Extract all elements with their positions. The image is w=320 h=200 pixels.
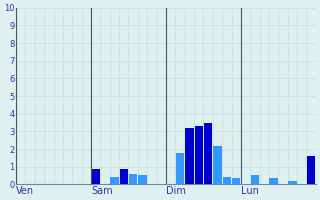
Bar — [110, 177, 119, 184]
Bar — [251, 175, 259, 184]
Bar — [185, 128, 194, 184]
Bar — [129, 174, 137, 184]
Bar — [307, 156, 316, 184]
Bar — [176, 153, 184, 184]
Bar — [138, 175, 147, 184]
Bar — [120, 169, 128, 184]
Bar — [288, 181, 297, 184]
Bar — [204, 123, 212, 184]
Bar — [213, 146, 222, 184]
Bar — [232, 178, 240, 184]
Bar — [223, 177, 231, 184]
Bar — [195, 126, 203, 184]
Bar — [92, 169, 100, 184]
Bar — [269, 178, 278, 184]
